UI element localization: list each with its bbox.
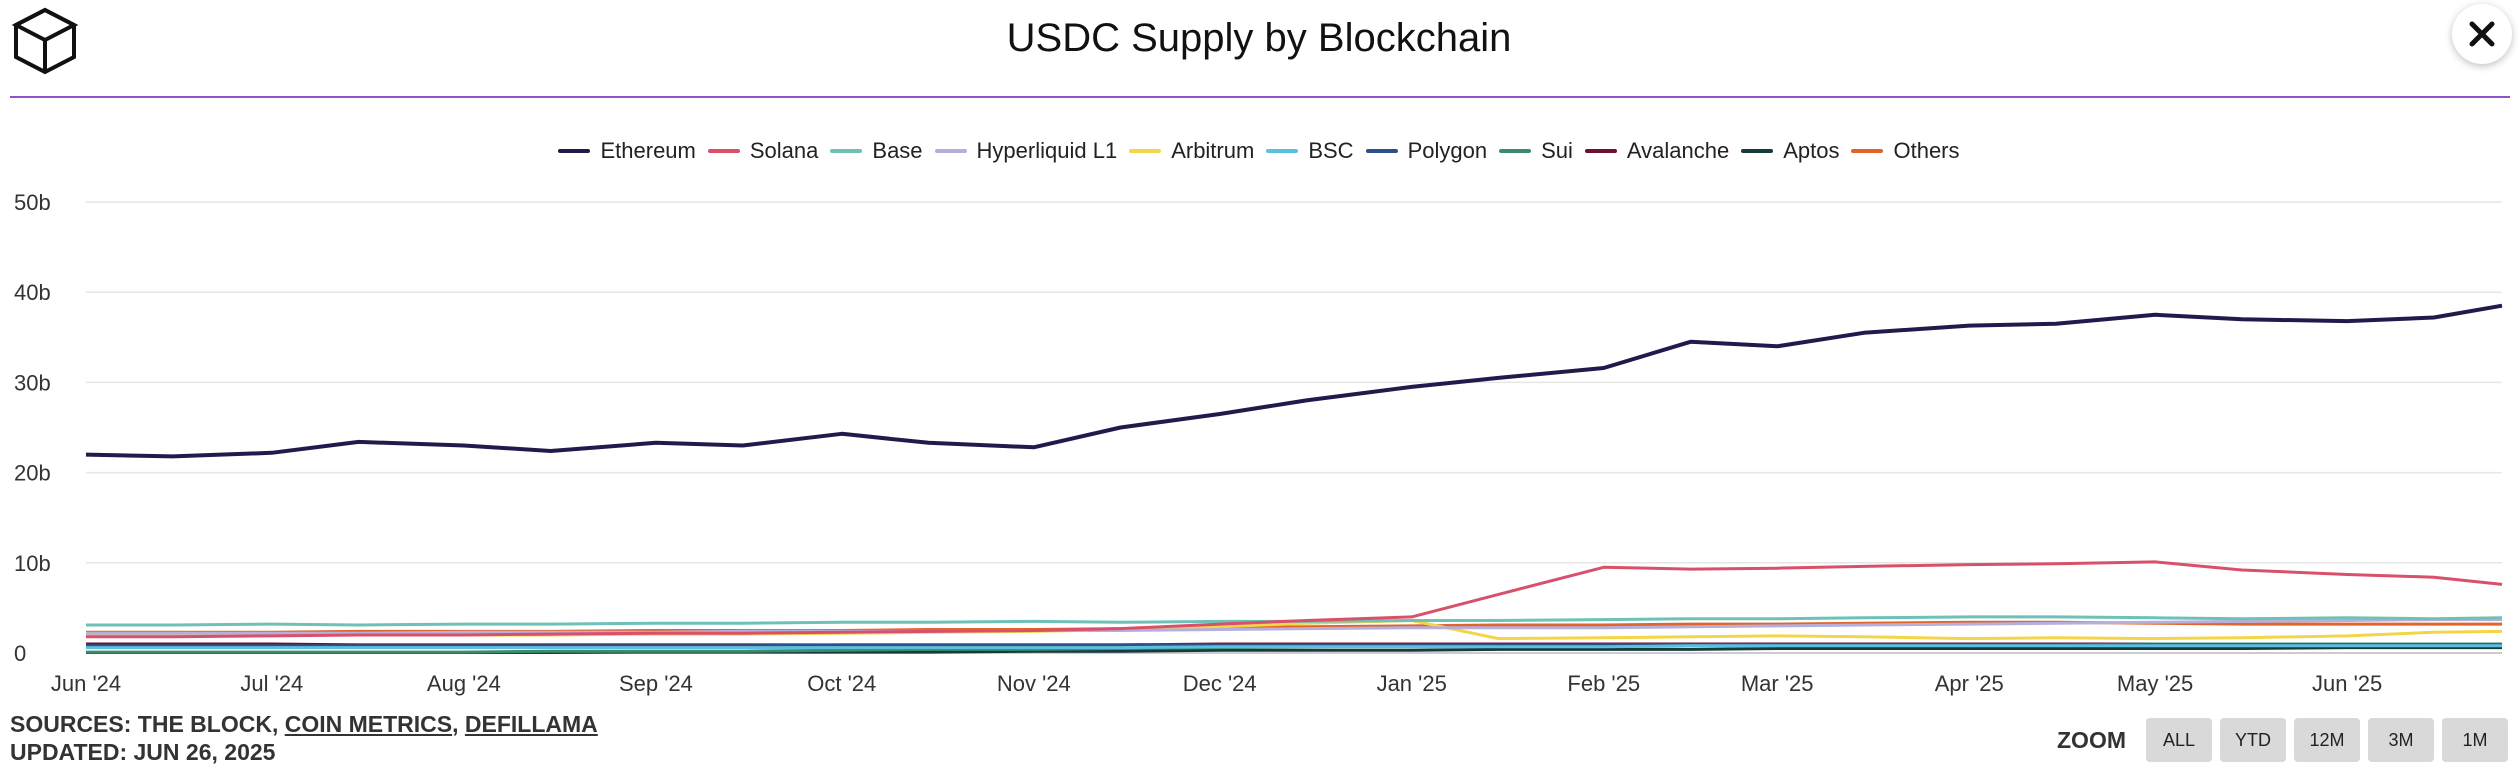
legend-label: Polygon <box>1407 138 1488 163</box>
x-tick-label: Mar '25 <box>1741 671 1814 696</box>
legend-label: Sui <box>1541 138 1573 163</box>
legend-item-ethereum[interactable]: Ethereum <box>558 138 696 164</box>
zoom-3m-button[interactable]: 3M <box>2368 718 2434 762</box>
legend-swatch <box>1266 149 1299 153</box>
legend-swatch <box>1741 149 1774 153</box>
zoom-label: ZOOM <box>2057 726 2126 753</box>
x-tick-label: Feb '25 <box>1567 671 1640 696</box>
sources-separator: , <box>452 711 465 737</box>
cube-logo-icon <box>10 6 80 76</box>
y-tick-label: 40b <box>14 280 51 305</box>
legend-label: Avalanche <box>1626 138 1730 163</box>
chart-legend: Ethereum Solana Base Hyperliquid L1 Arbitrum… <box>0 138 2518 164</box>
legend-label: Hyperliquid L1 <box>976 138 1118 163</box>
legend-item-avalanche[interactable]: Avalanche <box>1584 138 1730 164</box>
x-tick-label: Nov '24 <box>997 671 1071 696</box>
y-tick-label: 0 <box>14 641 26 666</box>
legend-item-others[interactable]: Others <box>1851 138 1960 164</box>
legend-swatch <box>1584 149 1617 153</box>
legend-label: Ethereum <box>600 138 696 163</box>
zoom-ytd-button[interactable]: YTD <box>2220 718 2286 762</box>
legend-label: Base <box>872 138 923 163</box>
x-tick-label: Jun '24 <box>51 671 121 696</box>
x-tick-label: Jun '25 <box>2312 671 2382 696</box>
zoom-12m-button[interactable]: 12M <box>2294 718 2360 762</box>
x-tick-label: Sep '24 <box>619 671 693 696</box>
x-tick-label: Apr '25 <box>1935 671 2004 696</box>
series-line-ethereum <box>85 303 2503 459</box>
x-tick-label: Oct '24 <box>807 671 876 696</box>
series-line-hyperliquid-l1 <box>86 618 2502 635</box>
legend-swatch <box>1129 149 1162 153</box>
legend-swatch <box>707 149 740 153</box>
coin-metrics-link[interactable]: COIN METRICS <box>284 711 453 737</box>
legend-swatch <box>558 149 591 153</box>
sources-prefix: SOURCES: THE BLOCK, <box>10 711 285 737</box>
close-icon <box>2469 21 2495 47</box>
x-tick-label: Jan '25 <box>1377 671 1447 696</box>
legend-label: Others <box>1893 138 1960 163</box>
legend-item-hyperliquid-l1[interactable]: Hyperliquid L1 <box>934 138 1118 164</box>
chart-title: USDC Supply by Blockchain <box>1006 16 1512 60</box>
x-tick-label: Jul '24 <box>240 671 303 696</box>
legend-label: Solana <box>749 138 819 163</box>
legend-swatch <box>1499 149 1532 153</box>
legend-item-base[interactable]: Base <box>830 138 923 164</box>
y-tick-label: 10b <box>14 551 51 576</box>
legend-item-sui[interactable]: Sui <box>1499 138 1573 164</box>
legend-swatch <box>934 149 967 153</box>
zoom-controls: ZOOM ALL YTD 12M 3M 1M <box>2057 718 2508 762</box>
sources-line: SOURCES: THE BLOCK, COIN METRICS, DEFILL… <box>10 710 598 738</box>
legend-item-arbitrum[interactable]: Arbitrum <box>1129 138 1254 164</box>
close-button[interactable] <box>2452 4 2512 64</box>
x-tick-label: May '25 <box>2117 671 2193 696</box>
legend-swatch <box>1365 149 1398 153</box>
legend-item-aptos[interactable]: Aptos <box>1741 138 1839 164</box>
x-tick-label: Dec '24 <box>1183 671 1257 696</box>
legend-swatch <box>830 149 863 153</box>
x-tick-label: Aug '24 <box>427 671 501 696</box>
legend-item-polygon[interactable]: Polygon <box>1365 138 1488 164</box>
legend-swatch <box>1851 149 1884 153</box>
y-tick-label: 20b <box>14 461 51 486</box>
defillama-link[interactable]: DEFILLAMA <box>464 711 598 737</box>
zoom-1m-button[interactable]: 1M <box>2442 718 2508 762</box>
legend-item-bsc[interactable]: BSC <box>1266 138 1354 164</box>
y-tick-label: 30b <box>14 370 51 395</box>
legend-label: Aptos <box>1783 138 1840 163</box>
sources-footer: SOURCES: THE BLOCK, COIN METRICS, DEFILL… <box>10 710 598 766</box>
y-tick-label: 50b <box>14 190 51 215</box>
chart-plot-area: 0 10b 20b 30b 40b 50b Jun '24 Jul '24 Aug '24 Sep… <box>14 190 2503 696</box>
legend-label: Arbitrum <box>1171 138 1255 163</box>
series-line-solana <box>86 560 2503 639</box>
legend-item-solana[interactable]: Solana <box>707 138 819 164</box>
legend-label: BSC <box>1308 138 1354 163</box>
zoom-all-button[interactable]: ALL <box>2146 718 2212 762</box>
updated-date: UPDATED: JUN 26, 2025 <box>10 739 276 765</box>
series-line-bsc <box>86 644 2502 650</box>
header-divider <box>10 96 2510 98</box>
